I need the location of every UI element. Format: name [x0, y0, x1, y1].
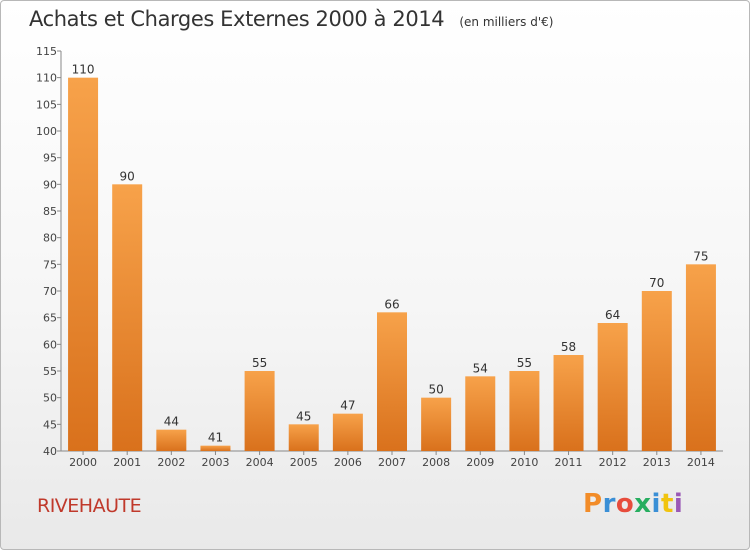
logo-letter: x: [634, 489, 652, 519]
y-tick-label: 75: [43, 258, 57, 271]
title-row: Achats et Charges Externes 2000 à 2014 (…: [29, 7, 553, 31]
x-tick-label: 2006: [334, 456, 362, 469]
y-tick-label: 60: [43, 338, 57, 351]
y-tick-label: 55: [43, 365, 57, 378]
x-tick-label: 2010: [510, 456, 538, 469]
x-tick-label: 2011: [555, 456, 583, 469]
bar-2014: [685, 264, 716, 451]
bar-value-label: 55: [517, 356, 532, 370]
logo-letter: i: [651, 489, 661, 519]
chart-subtitle: (en milliers d'€): [459, 15, 554, 29]
bar-2006: [332, 413, 363, 451]
bar-2000: [68, 77, 99, 452]
bar-value-label: 70: [649, 276, 664, 290]
y-tick-label: 95: [43, 152, 57, 165]
x-tick-label: 2002: [157, 456, 185, 469]
bar-value-label: 55: [252, 356, 267, 370]
bar-value-label: 75: [693, 249, 708, 263]
bar-value-label: 41: [208, 431, 223, 445]
bar-value-label: 54: [473, 361, 488, 375]
x-tick-label: 2001: [113, 456, 141, 469]
bar-2001: [112, 184, 143, 452]
logo-letter: t: [660, 489, 674, 519]
logo-letter: o: [615, 489, 635, 519]
y-tick-label: 70: [43, 285, 57, 298]
y-tick-label: 50: [43, 392, 57, 405]
logo-letter: i: [673, 489, 684, 519]
y-tick-label: 65: [43, 312, 57, 325]
location-name: RIVEHAUTE: [37, 495, 142, 517]
bar-value-label: 66: [384, 297, 399, 311]
bar-2003: [200, 445, 231, 451]
x-tick-label: 2007: [378, 456, 406, 469]
bar-2005: [288, 424, 319, 451]
x-tick-label: 2014: [687, 456, 715, 469]
y-tick-label: 45: [43, 418, 57, 431]
bar-2004: [244, 371, 275, 451]
bar-2013: [641, 291, 672, 451]
y-tick-label: 40: [43, 445, 57, 458]
x-tick-label: 2000: [69, 456, 97, 469]
x-axis: 2000 2001 2002 2003 2004 2005 2006 2007 2008 2009…: [61, 450, 723, 469]
bars: 110 90 44 41 55 45 47 66 50 54 55 58 64 70 75: [68, 63, 716, 452]
bar-2012: [597, 323, 628, 451]
bar-value-label: 50: [428, 383, 443, 397]
x-tick-label: 2004: [246, 456, 274, 469]
bar-2009: [465, 376, 496, 451]
bar-value-label: 64: [605, 308, 620, 322]
x-tick-label: 2008: [422, 456, 450, 469]
x-tick-label: 2009: [466, 456, 494, 469]
bar-value-label: 110: [72, 63, 95, 77]
bar-2011: [553, 355, 584, 451]
y-tick-label: 90: [43, 178, 57, 191]
y-tick-label: 85: [43, 205, 57, 218]
bar-value-label: 45: [296, 409, 311, 423]
y-tick-label: 80: [43, 232, 57, 245]
bar-value-label: 90: [120, 169, 135, 183]
x-tick-label: 2005: [290, 456, 318, 469]
y-axis: 40 45 50 55 60 65 70 75 80 85 90 95 100 105 110 115: [36, 45, 62, 458]
logo-letter: P: [583, 489, 603, 519]
logo-letter: r: [602, 489, 616, 519]
y-tick-label: 100: [36, 125, 57, 138]
y-tick-label: 105: [36, 98, 57, 111]
bar-2010: [509, 371, 540, 451]
bar-value-label: 44: [164, 415, 179, 429]
proxiti-logo[interactable]: Proxiti: [583, 489, 683, 519]
bar-value-label: 47: [340, 399, 355, 413]
y-tick-label: 115: [36, 45, 57, 58]
x-tick-label: 2003: [201, 456, 229, 469]
bar-2008: [421, 397, 452, 451]
bar-2002: [156, 429, 187, 451]
y-tick-label: 110: [36, 72, 57, 85]
chart-title: Achats et Charges Externes 2000 à 2014: [29, 7, 445, 31]
bar-value-label: 58: [561, 340, 576, 354]
bar-2007: [377, 312, 407, 451]
x-tick-label: 2012: [599, 456, 627, 469]
x-tick-label: 2013: [643, 456, 671, 469]
